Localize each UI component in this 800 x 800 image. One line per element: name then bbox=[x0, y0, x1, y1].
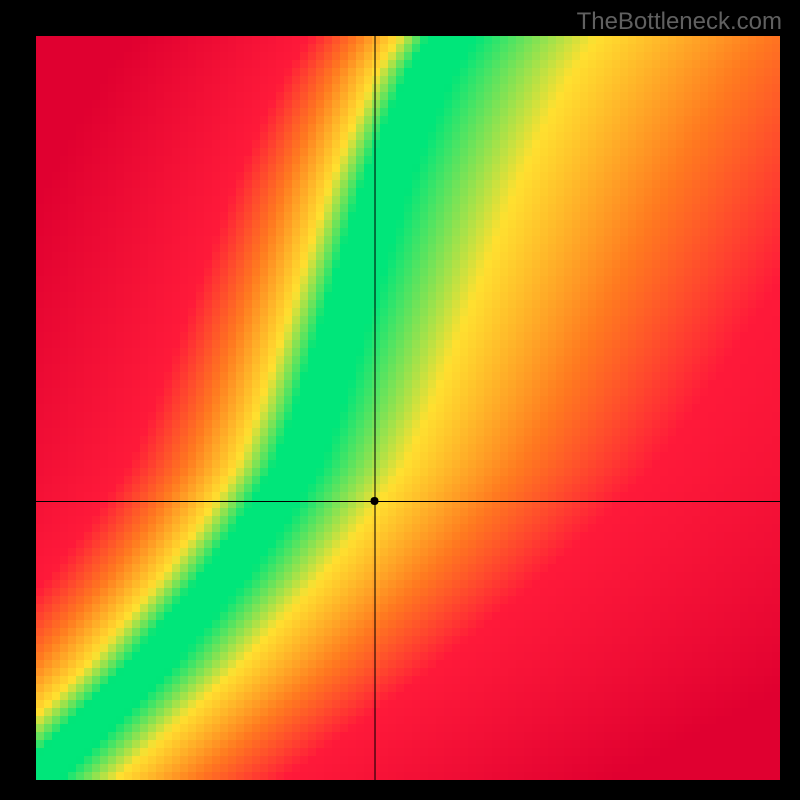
chart-container: TheBottleneck.com bbox=[0, 0, 800, 800]
heatmap-canvas bbox=[0, 0, 800, 800]
watermark-text: TheBottleneck.com bbox=[577, 8, 782, 36]
